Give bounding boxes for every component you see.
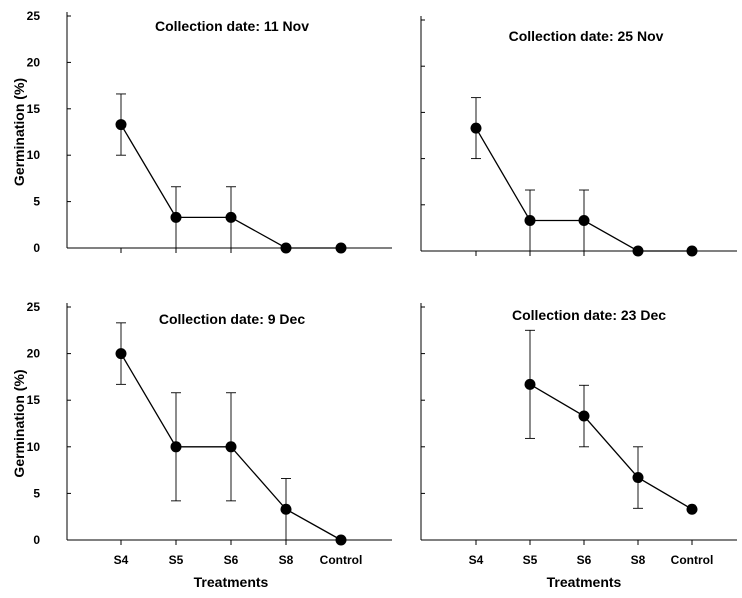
x-tick-label: S4	[114, 553, 129, 567]
x-tick-label: S5	[169, 553, 184, 567]
series-line	[529, 383, 693, 510]
x-tick-label: S8	[631, 553, 646, 567]
chart-panel-3: 0 5 10 15 20 25 S4 S5 S6 S8 Control Collection date…	[11, 300, 392, 590]
x-axis-label: Treatments	[194, 574, 269, 590]
panel-title: Collection date: 23 Dec	[512, 307, 666, 323]
chart-panel-4: S4 S5 S6 S8 Control Collection date: 23 Dec Tr…	[420, 303, 737, 590]
data-point	[225, 441, 237, 453]
x-tick-label: S4	[469, 553, 484, 567]
data-point	[170, 441, 182, 453]
y-tick-label: 20	[27, 55, 41, 69]
panel-title: Collection date: 25 Nov	[509, 28, 664, 44]
data-point	[686, 245, 698, 257]
y-tick-label: 0	[33, 533, 40, 547]
y-axis-label: Germination (%)	[11, 369, 27, 477]
y-tick-label: 25	[27, 9, 41, 23]
data-point	[524, 378, 536, 390]
data-point	[632, 245, 644, 257]
y-tick-label: 25	[27, 300, 41, 314]
x-tick-label: S6	[577, 553, 592, 567]
data-point	[280, 503, 292, 515]
data-point	[115, 348, 127, 360]
x-tick-label: Control	[320, 553, 363, 567]
data-point	[115, 119, 127, 131]
y-tick-label: 15	[27, 393, 41, 407]
panel-title: Collection date: 9 Dec	[159, 311, 305, 327]
data-point	[632, 472, 644, 484]
y-tick-label: 20	[27, 347, 41, 361]
chart-panel-1: 0 5 10 15 20 25 Collection date: 11 Nov Germina…	[11, 9, 392, 255]
data-point	[578, 410, 590, 422]
chart-panel-2: Collection date: 25 Nov	[420, 16, 737, 257]
y-tick-label: 5	[33, 195, 40, 209]
data-point	[578, 215, 590, 227]
x-tick-label: S5	[523, 553, 538, 567]
y-axis-label: Germination (%)	[11, 78, 27, 186]
y-tick-label: 15	[27, 102, 41, 116]
y-tick-label: 10	[27, 148, 41, 162]
x-axis-label: Treatments	[547, 574, 622, 590]
data-point	[335, 534, 347, 546]
data-point	[335, 242, 347, 254]
x-tick-label: S8	[279, 553, 294, 567]
data-point	[170, 211, 182, 223]
data-point	[686, 503, 698, 515]
data-point	[524, 215, 536, 227]
x-tick-label: S6	[224, 553, 239, 567]
y-tick-label: 10	[27, 440, 41, 454]
data-point	[470, 122, 482, 134]
panel-title: Collection date: 11 Nov	[155, 18, 309, 34]
y-tick-label: 5	[33, 486, 40, 500]
x-tick-label: Control	[671, 553, 714, 567]
data-point	[225, 211, 237, 223]
y-tick-label: 0	[33, 241, 40, 255]
data-point	[280, 242, 292, 254]
